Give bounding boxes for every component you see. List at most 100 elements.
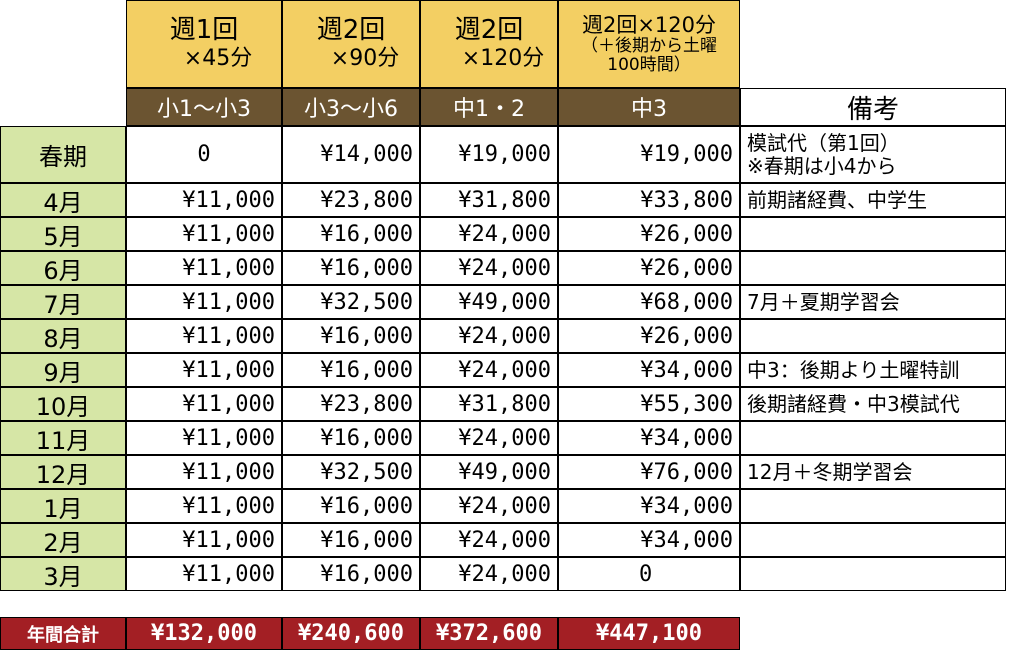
fee-value: ¥24,000: [458, 357, 551, 383]
fee-value: 0: [197, 142, 211, 167]
period-cell: 10月: [0, 387, 126, 421]
remark-cell: [740, 421, 1006, 455]
total-cell: ¥372,600: [420, 617, 558, 650]
fee-cell: ¥24,000: [420, 557, 558, 591]
fee-cell: ¥19,000: [558, 126, 740, 183]
fee-value: ¥11,000: [182, 527, 275, 553]
fee-value: ¥11,000: [182, 459, 275, 485]
plan-header: 週2回 ×120分: [420, 0, 558, 88]
period-cell: 1月: [0, 489, 126, 523]
remark-text: 中3：後期より土曜特訓: [747, 357, 960, 382]
fee-cell: ¥24,000: [420, 489, 558, 523]
remark-cell: [740, 251, 1006, 285]
fee-cell: ¥76,000: [558, 455, 740, 489]
fee-cell: ¥16,000: [282, 353, 420, 387]
fee-cell: ¥24,000: [420, 353, 558, 387]
total-cell: ¥240,600: [282, 617, 420, 650]
total-cell: ¥447,100: [558, 617, 740, 650]
fee-value: ¥49,000: [458, 289, 551, 315]
fee-value: ¥32,500: [320, 459, 413, 485]
grade-header: 中1・2: [420, 88, 558, 126]
plan-header-line1: 週2回: [316, 15, 386, 46]
remark-cell: [740, 489, 1006, 523]
fee-value: 0: [639, 561, 653, 587]
plan-header-line3: 100時間）: [607, 55, 691, 76]
period-label: 4月: [43, 188, 83, 217]
fee-value: ¥11,000: [182, 187, 275, 213]
fee-cell: ¥11,000: [126, 523, 282, 557]
plan-header-line2: ×120分: [461, 46, 545, 72]
fee-value: ¥55,300: [640, 391, 733, 417]
fee-cell: ¥11,000: [126, 353, 282, 387]
remark-text: 12月＋冬期学習会: [747, 459, 913, 484]
fee-value: ¥32,500: [320, 289, 413, 315]
period-cell: 12月: [0, 455, 126, 489]
period-cell: 4月: [0, 183, 126, 217]
fee-cell: ¥24,000: [420, 319, 558, 353]
total-value: ¥447,100: [596, 621, 702, 646]
period-label: 5月: [43, 222, 83, 251]
period-cell: 2月: [0, 523, 126, 557]
plan-header: 週1回 ×45分: [126, 0, 282, 88]
fee-cell: ¥16,000: [282, 489, 420, 523]
fee-value: ¥11,000: [182, 561, 275, 587]
plan-header-line1: 週1回: [169, 15, 239, 46]
period-label: 8月: [43, 324, 83, 353]
fee-value: ¥16,000: [320, 323, 413, 349]
fee-value: ¥31,800: [458, 187, 551, 213]
fee-cell: ¥16,000: [282, 251, 420, 285]
fee-cell: ¥23,800: [282, 183, 420, 217]
fee-value: ¥49,000: [458, 459, 551, 485]
period-label: 9月: [43, 358, 83, 387]
fee-value: ¥33,800: [640, 187, 733, 213]
fee-value: ¥16,000: [320, 357, 413, 383]
fee-cell: ¥16,000: [282, 421, 420, 455]
remark-cell: 7月＋夏期学習会: [740, 285, 1006, 319]
fee-value: ¥26,000: [640, 221, 733, 247]
fee-value: ¥14,000: [320, 142, 413, 167]
fee-value: ¥24,000: [458, 425, 551, 451]
period-label: 10月: [35, 392, 91, 421]
period-label: 春期: [39, 143, 87, 171]
fee-value: ¥34,000: [640, 527, 733, 553]
fee-cell: ¥11,000: [126, 319, 282, 353]
total-label-cell: 年間合計: [0, 617, 126, 650]
remark-cell: 中3：後期より土曜特訓: [740, 353, 1006, 387]
fee-cell: ¥55,300: [558, 387, 740, 421]
fee-value: ¥11,000: [182, 357, 275, 383]
fee-cell: ¥16,000: [282, 523, 420, 557]
fee-cell: ¥19,000: [420, 126, 558, 183]
fee-cell: ¥11,000: [126, 217, 282, 251]
grade-header: 中3: [558, 88, 740, 126]
fee-value: ¥24,000: [458, 221, 551, 247]
remarks-header: 備考: [740, 88, 1006, 126]
fee-value: ¥34,000: [640, 493, 733, 519]
remarks-header-label: 備考: [846, 94, 899, 125]
fee-cell: 0: [126, 126, 282, 183]
fee-value: ¥68,000: [640, 289, 733, 315]
plan-header: 週2回 ×90分: [282, 0, 420, 88]
grade-header: 小1～小3: [126, 88, 282, 126]
grade-label: 中1・2: [453, 97, 525, 122]
plan-header-line1: 週2回: [454, 15, 524, 46]
remark-cell: [740, 217, 1006, 251]
fee-value: ¥24,000: [458, 323, 551, 349]
fee-cell: ¥11,000: [126, 421, 282, 455]
fee-value: ¥16,000: [320, 493, 413, 519]
fee-cell: ¥11,000: [126, 183, 282, 217]
fee-value: ¥76,000: [640, 459, 733, 485]
fee-cell: ¥26,000: [558, 217, 740, 251]
fee-cell: ¥34,000: [558, 523, 740, 557]
remark-cell: 前期諸経費、中学生: [740, 183, 1006, 217]
plan-header-line1: 週2回×120分: [581, 13, 717, 38]
fee-cell: ¥49,000: [420, 455, 558, 489]
fee-value: ¥26,000: [640, 323, 733, 349]
fee-cell: ¥14,000: [282, 126, 420, 183]
fee-cell: ¥24,000: [420, 251, 558, 285]
fee-value: ¥34,000: [640, 425, 733, 451]
fee-cell: ¥34,000: [558, 353, 740, 387]
period-cell: 9月: [0, 353, 126, 387]
fee-cell: ¥24,000: [420, 217, 558, 251]
fee-cell: ¥49,000: [420, 285, 558, 319]
period-cell: 6月: [0, 251, 126, 285]
